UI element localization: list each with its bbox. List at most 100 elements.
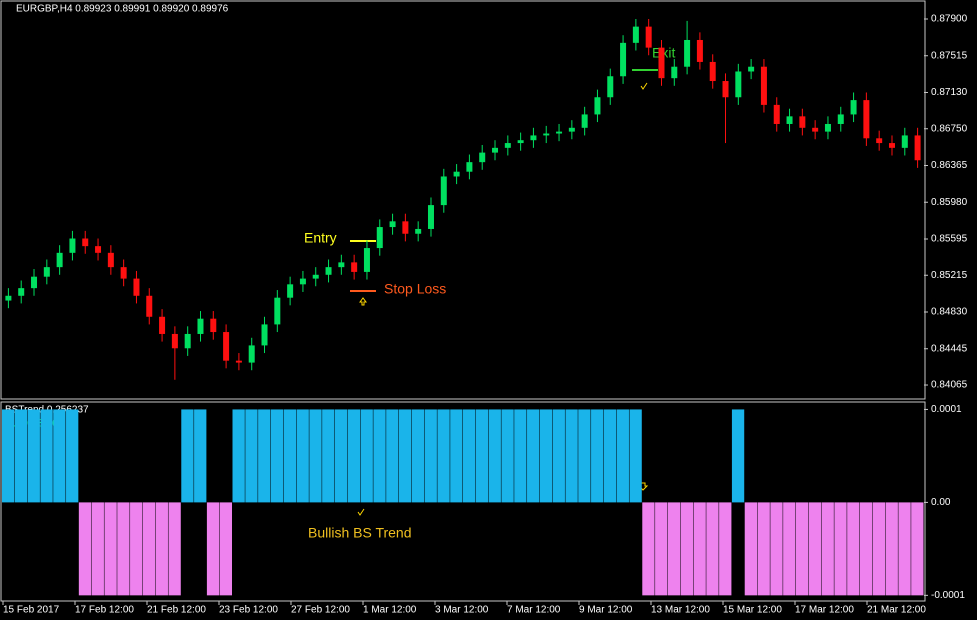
candle-body [504,143,511,148]
x-tick-label: 23 Feb 12:00 [219,605,278,616]
trend-bar [322,409,335,503]
trend-bar [142,502,156,596]
trend-bar [539,409,553,503]
trend-bar [130,502,143,596]
candle-body [517,140,524,144]
y-tick-label: 0.86365 [931,160,968,171]
trend-bar [283,409,297,503]
trend-bar [411,409,425,503]
trend-bar [514,409,527,503]
trend-bar [808,502,822,596]
stop-loss-label: Stop Loss [384,281,446,297]
trend-bar [270,409,284,503]
candle-body [684,39,691,67]
trend-bar [424,409,437,503]
indicator-frame [0,401,926,602]
trend-bar [78,502,92,596]
candle-body [530,135,537,141]
x-tick-label: 21 Mar 12:00 [867,605,926,616]
trend-bar [501,409,514,503]
candle-body [876,138,883,144]
trend-bar [552,409,565,503]
trend-bar [859,502,873,596]
y-tick-label: 0.86750 [931,123,968,134]
candle-body [146,295,153,317]
candle-body [556,131,563,134]
candle-body [325,267,332,275]
x-tick-label: 15 Mar 12:00 [723,605,782,616]
symbol-header: EURGBP,H4 0.89923 0.89991 0.89920 0.8997… [16,4,229,15]
x-tick-label: 17 Mar 12:00 [795,605,854,616]
trend-bar [655,502,668,596]
candle-body [248,345,255,363]
trend-bar [667,502,681,596]
trend-bar [527,409,540,503]
y-tick-label: 0.00 [931,497,951,508]
trend-bar [373,409,386,503]
trend-bar [731,409,745,503]
candle-body [5,295,12,301]
candle-body [748,66,755,72]
candle-body [159,316,166,334]
x-tick-label: 3 Mar 12:00 [435,605,489,616]
trend-bar [744,502,758,596]
indicator-annotation: Bullish BS Trend [308,525,412,541]
candle-body [312,274,319,279]
trend-bar [296,409,309,503]
candle-body [658,47,665,79]
candle-body [812,127,819,132]
candle-body [799,116,806,128]
trend-bar [398,409,412,503]
trend-bar [693,502,706,596]
trend-bar [232,409,245,503]
trend-bar [821,502,834,596]
trend-bar [66,409,79,503]
x-tick-label: 21 Feb 12:00 [147,605,206,616]
trend-bar [386,409,399,503]
x-tick-label: 27 Feb 12:00 [291,605,350,616]
trend-bar [872,502,886,596]
y-tick-label: 0.84830 [931,307,968,318]
trend-bar [847,502,860,596]
candle-body [466,162,473,172]
trend-bar [91,502,104,596]
candle-body [338,262,345,268]
trend-bar [347,409,361,503]
candle-body [888,143,895,148]
trend-bar [757,502,770,596]
trend-bar [27,409,40,503]
candle-body [722,81,729,98]
candle-body [274,297,281,325]
candle-body [184,333,191,349]
trend-bar [616,409,629,503]
trend-bar [40,409,53,503]
trend-bar [770,502,783,596]
trend-bar [14,409,28,503]
trend-bar [206,502,220,596]
candle-body [773,104,780,124]
main-frame [0,0,926,400]
candle-body [197,318,204,334]
trend-bar [437,409,450,503]
trend-bar [885,502,898,596]
candle-body [31,276,38,289]
trend-bar [898,502,911,596]
trend-bar [565,409,578,503]
candle-body [107,252,114,268]
trend-bar [642,502,655,596]
candle-body [568,127,575,132]
x-tick-label: 9 Mar 12:00 [579,605,633,616]
candle-body [299,278,306,285]
candle-body [786,116,793,124]
y-tick-label: 0.85215 [931,270,968,281]
candle-body [351,262,358,272]
candle-body [235,360,242,363]
entry-label: Entry [304,230,337,246]
x-tick-label: 17 Feb 12:00 [75,605,134,616]
trend-bar [245,409,258,503]
trend-bar [194,409,207,503]
candle-body [696,39,703,62]
candle-body [620,42,627,77]
trend-bar [2,409,15,503]
candle-body [863,100,870,139]
